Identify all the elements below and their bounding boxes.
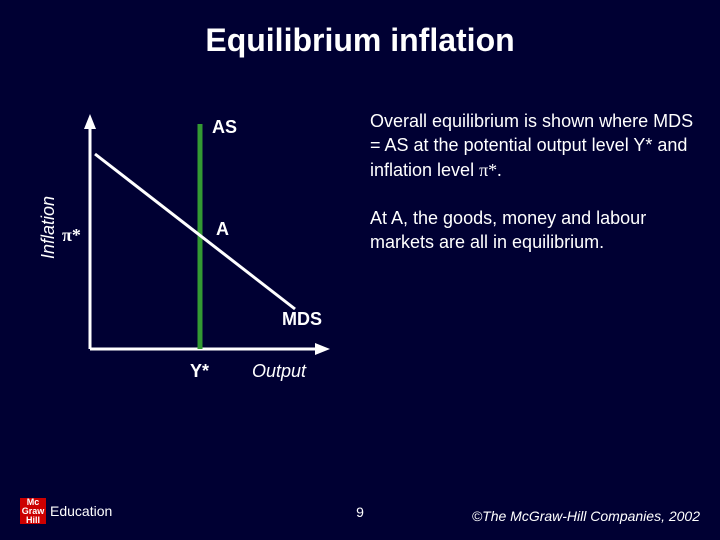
- as-label: AS: [212, 117, 237, 138]
- y-star-label: Y*: [190, 361, 209, 382]
- footer: Mc Graw Hill Education ©The McGraw-Hill …: [0, 498, 720, 530]
- pi-star-label: π*: [62, 225, 81, 246]
- x-axis-label: Output: [252, 361, 306, 382]
- chart-area: Inflation AS A MDS π* Y* Output: [20, 109, 360, 409]
- para1-text: Overall equilibrium is shown where MDS =…: [370, 111, 693, 180]
- y-axis-label: Inflation: [38, 196, 59, 259]
- mds-line: [95, 154, 295, 309]
- logo-text: Education: [50, 503, 112, 519]
- paragraph-2: At A, the goods, money and labour market…: [370, 206, 700, 255]
- logo-icon: Mc Graw Hill: [20, 498, 46, 524]
- content-row: Inflation AS A MDS π* Y* Output Overall …: [0, 59, 720, 409]
- paragraph-1: Overall equilibrium is shown where MDS =…: [370, 109, 700, 182]
- para1-pi: π*.: [479, 160, 502, 180]
- logo-line3: Hill: [26, 516, 40, 525]
- publisher-logo: Mc Graw Hill Education: [20, 498, 112, 524]
- slide-title: Equilibrium inflation: [0, 0, 720, 59]
- mds-label: MDS: [282, 309, 322, 330]
- point-a-label: A: [216, 219, 229, 240]
- text-area: Overall equilibrium is shown where MDS =…: [360, 109, 700, 409]
- copyright: ©The McGraw-Hill Companies, 2002: [472, 508, 700, 524]
- y-axis-arrow: [84, 114, 96, 129]
- x-axis-arrow: [315, 343, 330, 355]
